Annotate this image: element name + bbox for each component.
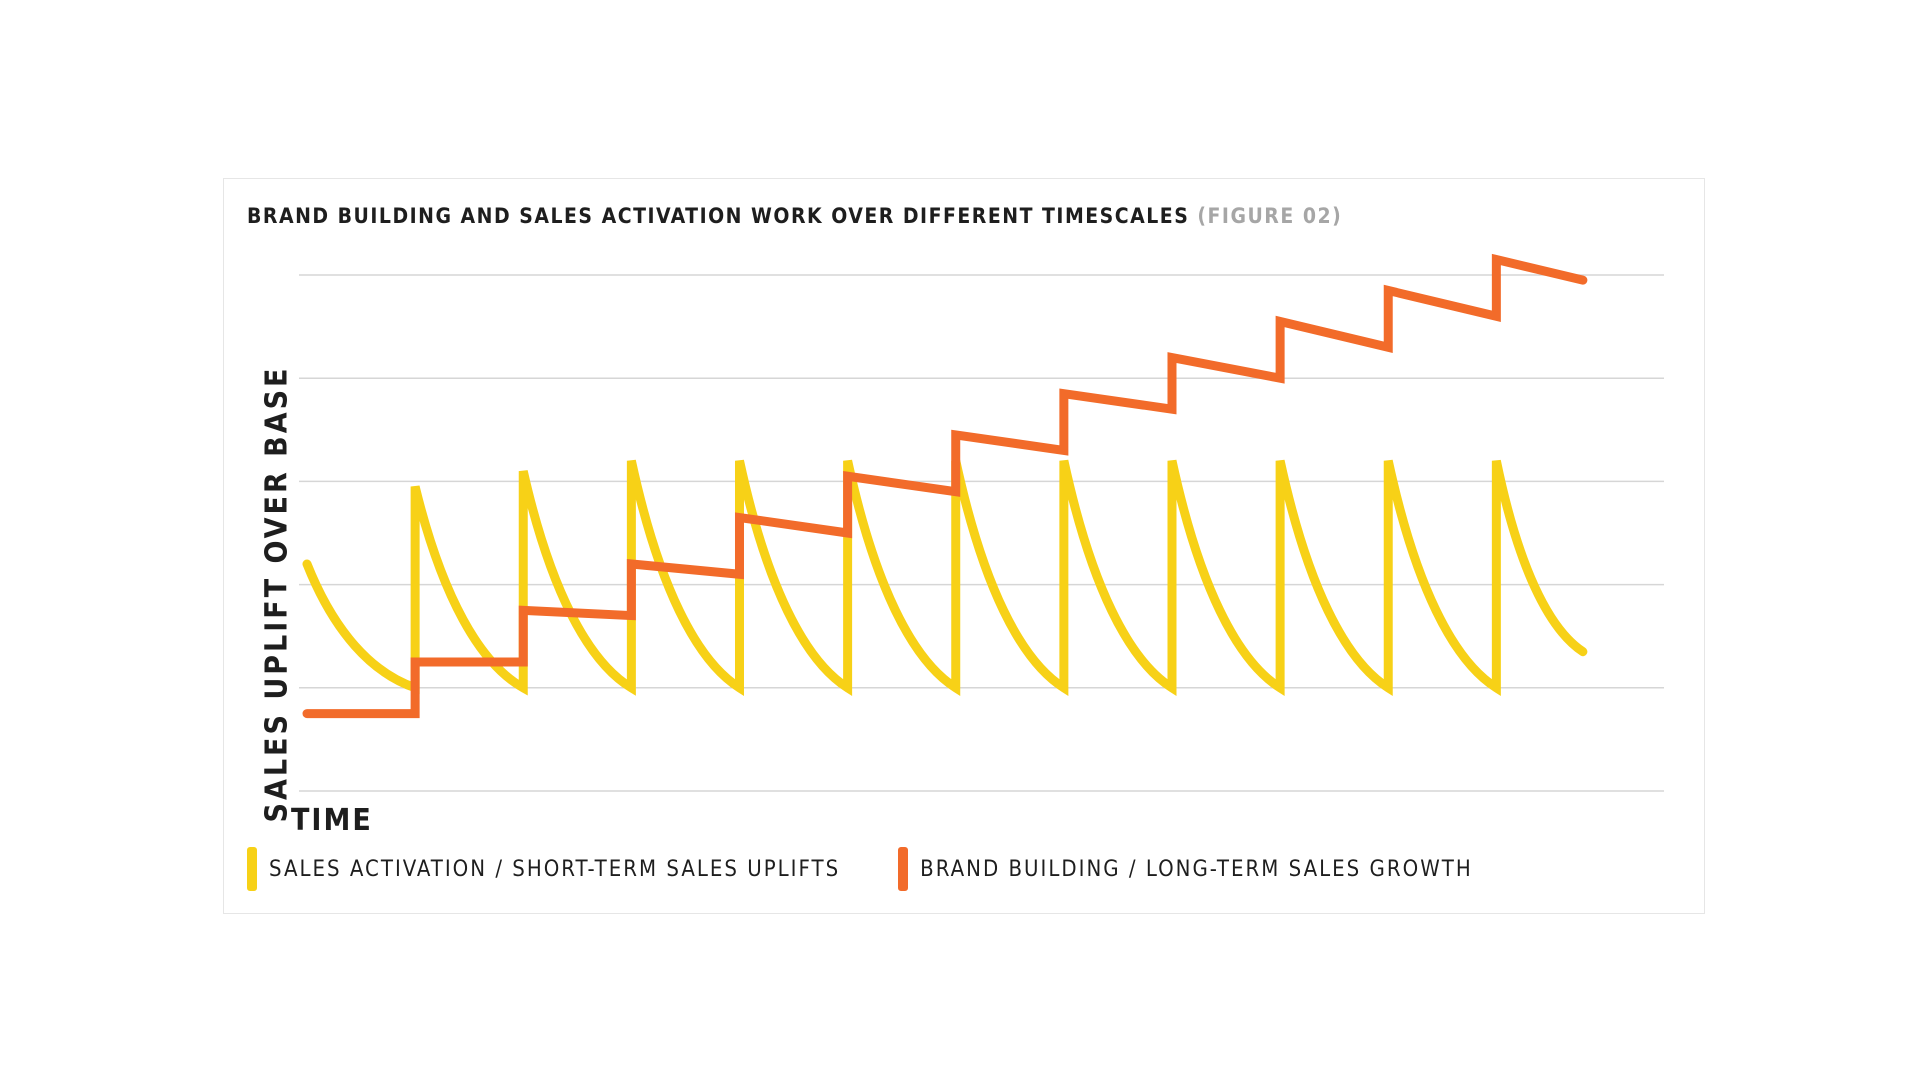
legend-item-sales-activation: SALES ACTIVATION / SHORT-TERM SALES UPLI…	[247, 847, 840, 891]
brand-building-line	[302, 253, 1588, 719]
x-axis-label: TIME	[291, 803, 373, 838]
legend: SALES ACTIVATION / SHORT-TERM SALES UPLI…	[247, 847, 1531, 891]
chart-plot	[299, 253, 1664, 792]
legend-swatch-orange	[898, 847, 909, 891]
sales-activation-line	[302, 459, 1588, 696]
legend-label-brand-building: BRAND BUILDING / LONG-TERM SALES GROWTH	[920, 856, 1473, 882]
legend-label-sales-activation: SALES ACTIVATION / SHORT-TERM SALES UPLI…	[269, 856, 841, 882]
chart-card: BRAND BUILDING AND SALES ACTIVATION WORK…	[223, 178, 1705, 914]
legend-swatch-yellow	[247, 847, 257, 891]
figure-number: (FIGURE 02)	[1197, 204, 1343, 228]
y-axis-label: SALES UPLIFT OVER BASE	[259, 365, 295, 823]
chart-title-text: BRAND BUILDING AND SALES ACTIVATION WORK…	[247, 204, 1190, 228]
chart-title: BRAND BUILDING AND SALES ACTIVATION WORK…	[247, 204, 1342, 228]
legend-item-brand-building: BRAND BUILDING / LONG-TERM SALES GROWTH	[898, 847, 1473, 891]
